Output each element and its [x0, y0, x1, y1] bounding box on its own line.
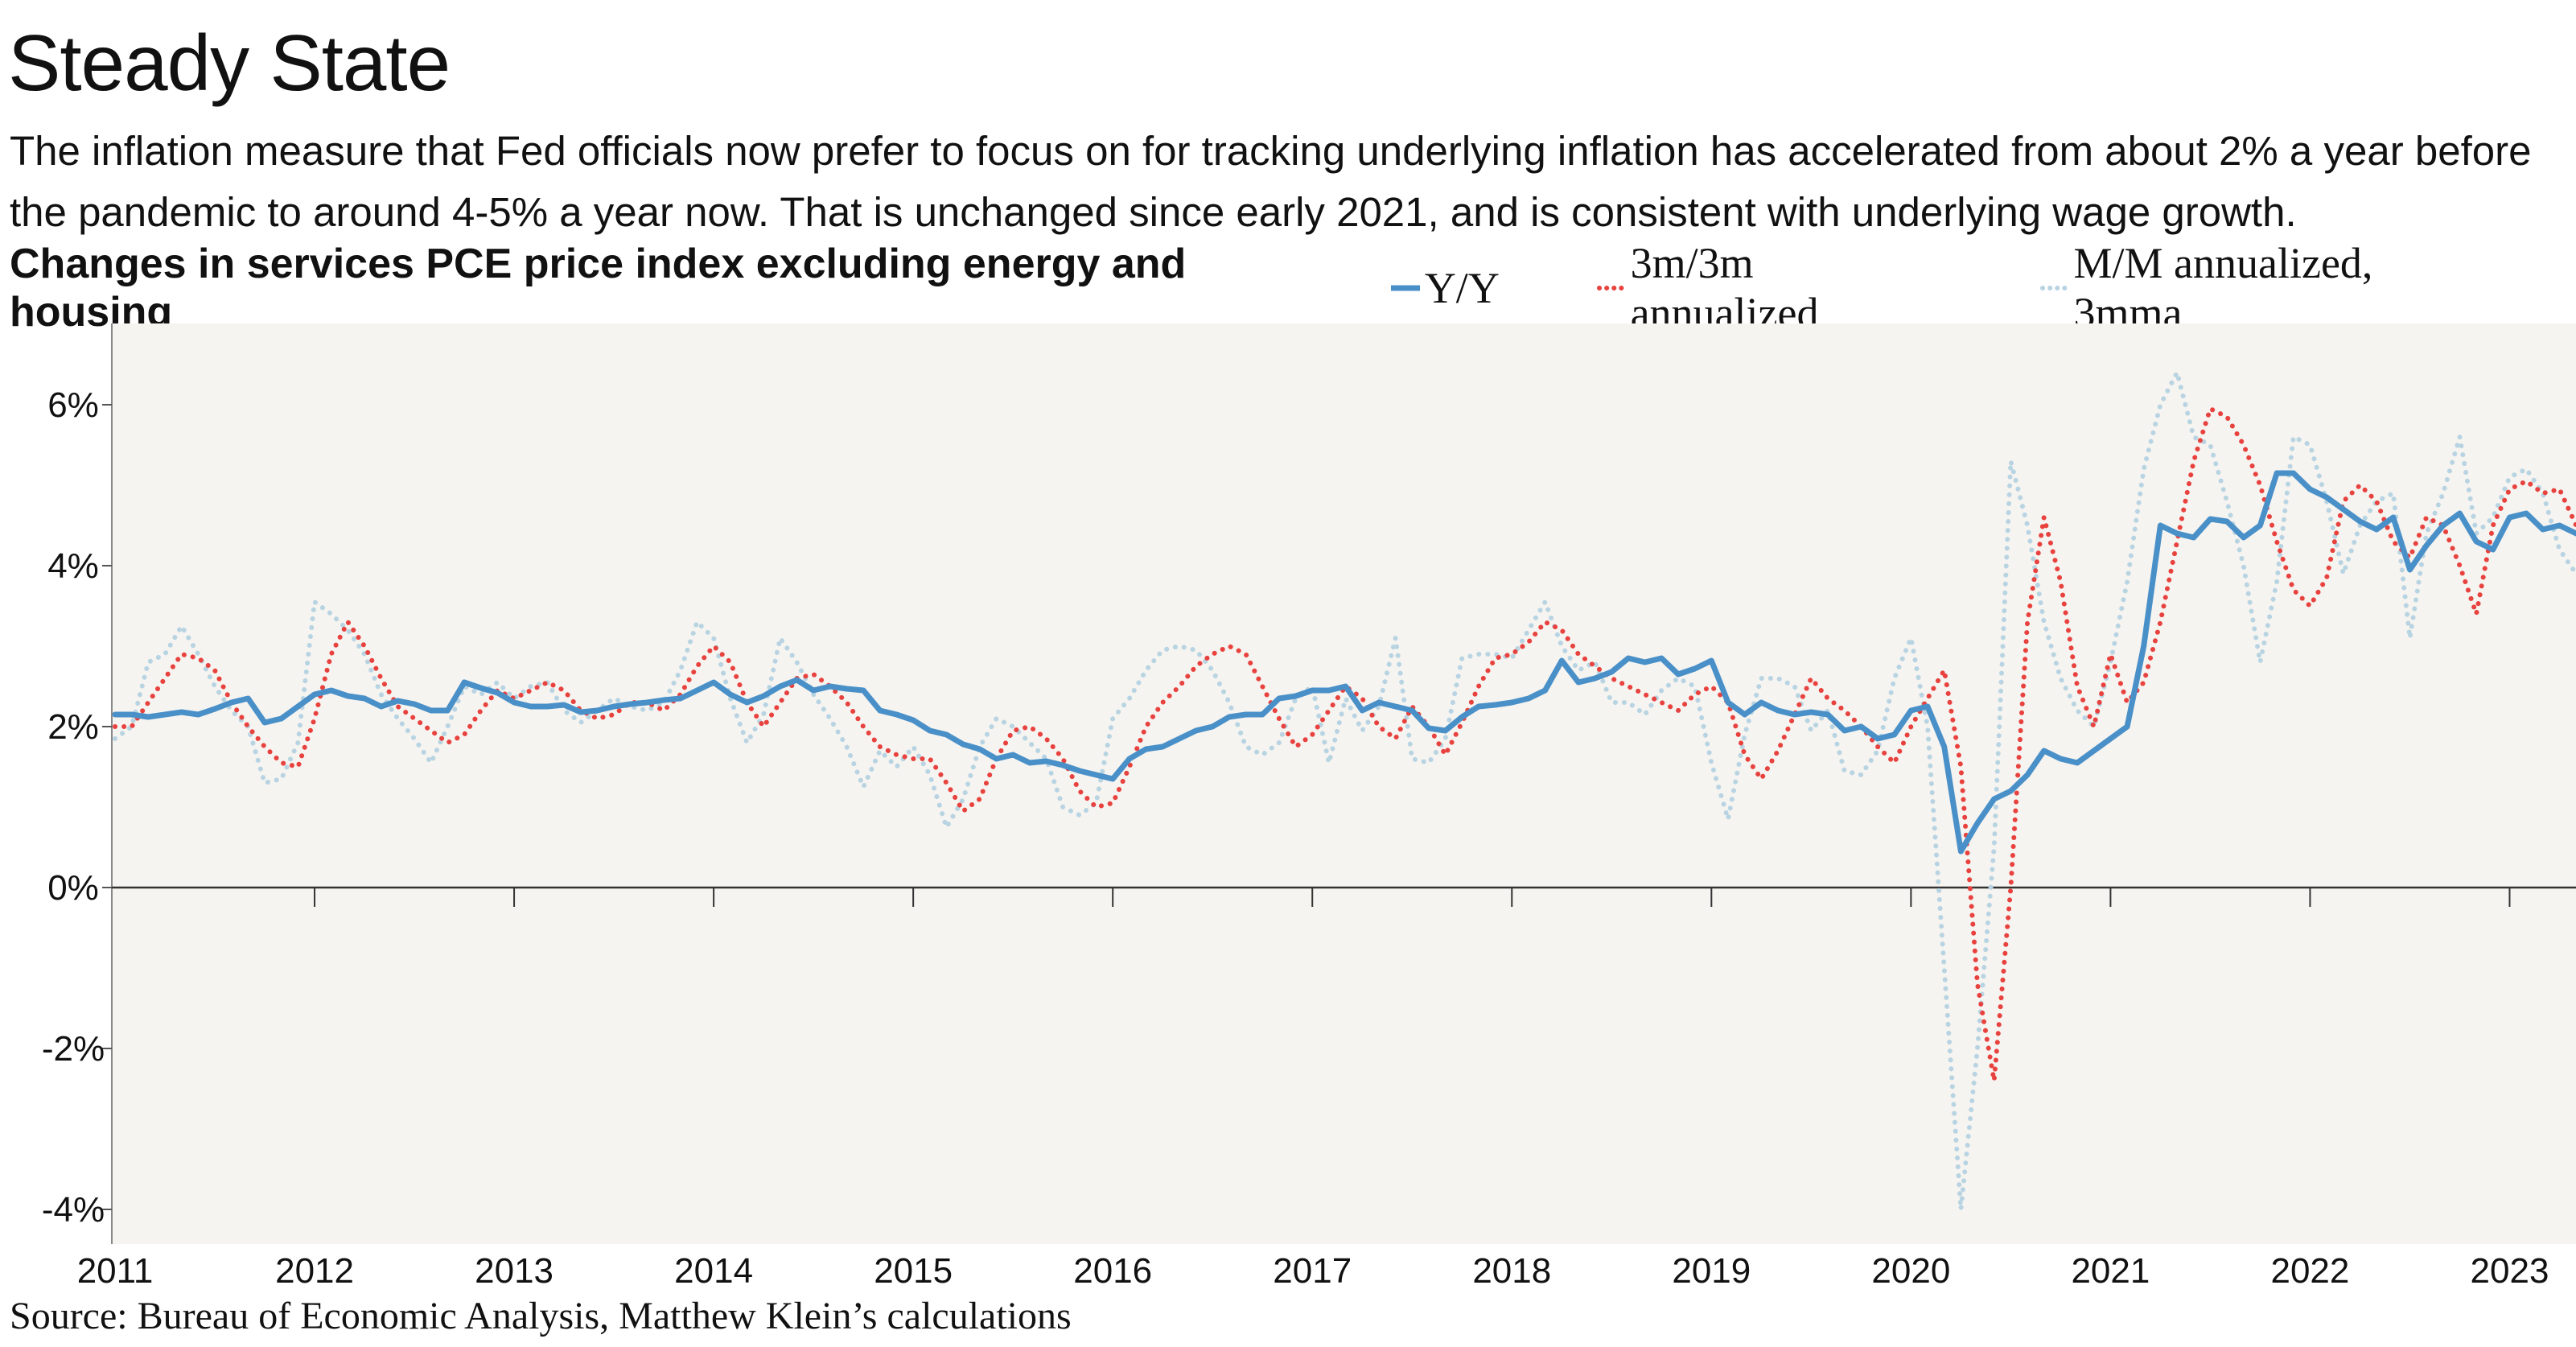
x-tick-label: 2013: [475, 1251, 553, 1291]
x-tick-label: 2011: [77, 1251, 154, 1291]
description: The inflation measure that Fed officials…: [10, 128, 2532, 235]
x-tick-label: 2022: [2270, 1251, 2349, 1291]
legend-label: Y/Y: [1424, 264, 1500, 312]
legend-swatch-dotted: [2039, 286, 2071, 290]
x-tick-label: 2020: [1871, 1251, 1950, 1291]
x-tick-label: 2019: [1672, 1251, 1751, 1291]
y-tick-label: -2%: [42, 1029, 105, 1069]
x-tick-label: 2017: [1273, 1251, 1352, 1291]
source-note: Source: Bureau of Economic Analysis, Mat…: [10, 1295, 1072, 1337]
y-tick-label: 0%: [47, 868, 99, 908]
y-tick-label: 6%: [47, 385, 99, 425]
x-tick-label: 2014: [674, 1251, 753, 1291]
legend-swatch-dotted: [1596, 286, 1627, 290]
legend-item-yy: Y/Y: [1389, 263, 1500, 313]
series-line-m-m-annualized-3mma: [113, 370, 2576, 1212]
y-tick-label: 2%: [47, 707, 99, 747]
series-line-3m-3m-annualized: [113, 406, 2576, 1083]
series-line-y-y: [112, 470, 2576, 855]
x-tick-label: 2012: [275, 1251, 354, 1291]
plot-background: [112, 323, 2576, 1244]
x-tick-label: 2015: [874, 1251, 953, 1291]
page-title: Steady State: [8, 19, 451, 107]
y-tick-label: 4%: [47, 546, 99, 586]
x-tick-label: 2018: [1472, 1251, 1551, 1291]
legend-swatch-solid: [1390, 285, 1420, 291]
chart-title: Changes in services PCE price index excl…: [10, 241, 1187, 336]
x-tick-label: 2016: [1073, 1251, 1152, 1291]
x-tick-label: 2021: [2071, 1251, 2150, 1291]
x-tick-label: 2023: [2471, 1251, 2549, 1291]
y-tick-label: -4%: [42, 1190, 105, 1230]
